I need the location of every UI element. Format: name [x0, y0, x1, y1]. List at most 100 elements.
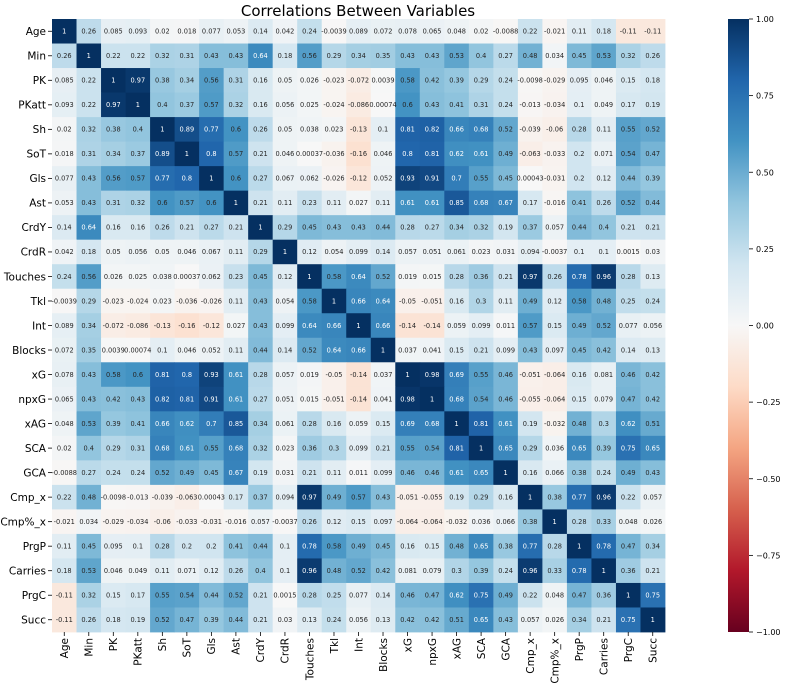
cell-value-label: 0.27	[81, 469, 96, 477]
cell-value-label: 0.61	[180, 444, 195, 452]
cell-value-label: 1	[454, 420, 458, 428]
cell-value-label: 0.037	[398, 346, 417, 354]
heatmap-cell-CrdR-PrgC	[615, 239, 641, 265]
cell-value-label: 0.12	[302, 248, 317, 256]
cell-value-label: -0.06	[154, 518, 171, 526]
heatmap-cell-Gls-PrgC	[615, 166, 641, 192]
heatmap-cell-Age-PrgP	[566, 19, 592, 44]
heatmap-cell-PrgP-Carries	[591, 533, 617, 559]
heatmap-cell-Blocks-Tkl	[321, 337, 347, 363]
cell-value-label: 0.57	[180, 199, 195, 207]
cell-value-label: -0.026	[201, 297, 222, 305]
cell-value-label: 0.17	[523, 199, 538, 207]
cell-value-label: -0.05	[399, 297, 416, 305]
heatmap-cell-Succ-Tkl	[321, 607, 347, 633]
cell-value-label: -0.051	[520, 371, 541, 379]
cell-value-label: 0.046	[594, 77, 613, 85]
cell-value-label: 0.33	[596, 518, 611, 526]
cell-value-label: 0.03	[278, 616, 293, 624]
cell-value-label: 0.39	[204, 616, 219, 624]
cell-value-label: 0.44	[229, 616, 244, 624]
cell-value-label: -0.034	[127, 518, 148, 526]
cell-value-label: 0.093	[128, 28, 147, 36]
heatmap-cell-GCA-Age	[52, 460, 77, 486]
heatmap-cell-Succ-CrdR	[272, 607, 298, 633]
heatmap-cell-PrgP-Succ	[640, 533, 666, 559]
heatmap-cell-PrgP-npxG	[419, 533, 445, 559]
cell-value-label: 0.43	[81, 199, 96, 207]
heatmap-cell-Succ-Succ	[640, 607, 666, 633]
cell-value-label: 0.099	[374, 469, 393, 477]
heatmap-cell-SCA-Blocks	[370, 435, 396, 461]
heatmap-cell-SCA-SCA	[468, 435, 494, 461]
x-tick-label: Blocks	[378, 638, 390, 672]
cell-value-label: 0.23	[229, 273, 244, 281]
heatmap-cell-npxG-CrdY	[248, 386, 274, 412]
heatmap-cell-Sh-PrgC	[615, 117, 641, 142]
cell-value-label: 0.11	[572, 28, 587, 36]
cell-value-label: 0.0039	[102, 346, 125, 354]
cell-value-label: 0.43	[523, 346, 538, 354]
cell-value-label: 0.054	[325, 248, 344, 256]
heatmap-cell-GCA-PK	[101, 460, 126, 486]
heatmap-cell-npxG-Sh	[150, 386, 175, 412]
cell-value-label: 0.78	[572, 567, 587, 575]
cell-value-label: 0.019	[300, 371, 319, 379]
heatmap-cell-PK-Succ	[640, 68, 666, 93]
heatmap-cell-CrdR-npxG	[419, 239, 445, 265]
cell-value-label: 0.1	[574, 248, 585, 256]
cell-value-label: 0.28	[253, 371, 268, 379]
cell-value-label: 0.046	[374, 150, 393, 158]
heatmap-cell-Gls-GCA	[493, 166, 519, 192]
cell-value-label: 0.24	[302, 28, 317, 36]
heatmap-cell-CrdR-Gls	[199, 239, 225, 265]
heatmap-cell-Min-Min	[76, 43, 102, 69]
cell-value-label: 0.68	[474, 126, 489, 134]
heatmap-cell-Sh-GCA	[493, 117, 519, 142]
heatmap-cell-CrdY-Sh	[150, 215, 175, 241]
heatmap-cell-Sh-CrdY	[248, 117, 274, 142]
heatmap-cell-Touches-Gls	[199, 264, 225, 290]
cell-value-label: 0.15	[376, 420, 391, 428]
cell-value-label: 0.061	[275, 420, 294, 428]
cell-value-label: 0.011	[496, 322, 515, 330]
heatmap-cell-Ast-Touches	[297, 190, 323, 216]
cell-value-label: 0.55	[474, 371, 489, 379]
heatmap-cell-SCA-Tkl	[321, 435, 347, 461]
cell-value-label: 0.36	[596, 592, 611, 600]
heatmap-cell-npxG-Age	[52, 386, 77, 412]
cell-value-label: 0.49	[327, 493, 342, 501]
heatmap-cell-GCA-SCA	[468, 460, 494, 486]
cell-value-label: 0.015	[300, 395, 319, 403]
cell-value-label: -0.034	[544, 101, 565, 109]
heatmap-cell-PK-xAG	[444, 68, 470, 93]
heatmap-cell-Cmp%_x-Age	[52, 509, 77, 535]
cell-value-label: 0.15	[351, 518, 366, 526]
heatmap-cell-Gls-Sh	[150, 166, 175, 192]
heatmap-cell-Int-xG	[395, 313, 421, 339]
heatmap-cell-xG-CrdY	[248, 362, 274, 388]
cell-value-label: 0.97	[130, 77, 145, 85]
cell-value-label: 0.24	[130, 469, 145, 477]
cell-value-label: 0.66	[155, 420, 170, 428]
heatmap-cell-CrdY-SoT	[174, 215, 200, 241]
cell-value-label: 0.47	[621, 395, 636, 403]
cell-value-label: 0.64	[351, 273, 366, 281]
cell-value-label: 0.55	[474, 175, 489, 183]
heatmap-cell-CrdR-CrdY	[248, 239, 274, 265]
cell-value-label: 0.52	[229, 592, 244, 600]
heatmap-cell-CrdY-GCA	[493, 215, 519, 241]
cell-value-label: 0.16	[253, 101, 268, 109]
cell-value-label: 0.29	[474, 493, 489, 501]
cell-value-label: 0.41	[130, 420, 145, 428]
cell-value-label: -0.039	[152, 493, 173, 501]
cell-value-label: -0.032	[446, 518, 467, 526]
cell-value-label: 1	[209, 175, 213, 183]
colorbar-tick-label: 1.00	[756, 15, 774, 24]
cell-value-label: -0.05	[325, 371, 342, 379]
heatmap-cell-CrdY-Touches	[297, 215, 323, 241]
heatmap-cell-Sh-Tkl	[321, 117, 347, 142]
heatmap-cell-Cmp%_x-Carries	[591, 509, 617, 535]
y-tick-label: Sh	[33, 124, 46, 136]
heatmap-cell-Age-Min	[76, 19, 102, 44]
